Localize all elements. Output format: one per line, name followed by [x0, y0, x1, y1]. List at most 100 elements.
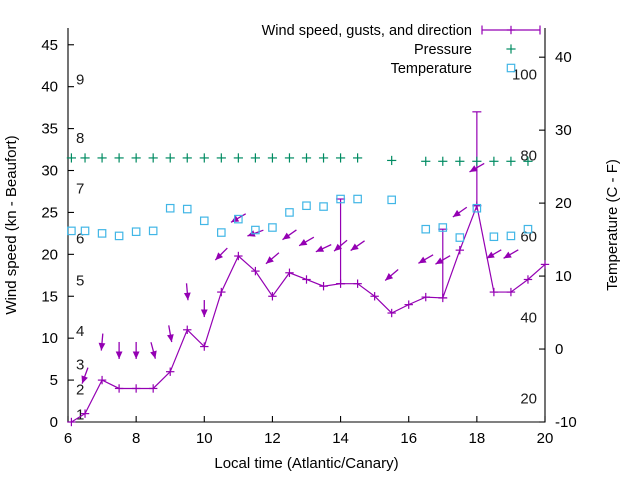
- temperature-point: [285, 208, 294, 217]
- pressure-point: [182, 153, 192, 163]
- temperature-point: [234, 214, 243, 224]
- direction-arrow: [350, 240, 365, 252]
- temperature-point: [251, 225, 260, 235]
- pressure-point: [284, 153, 295, 163]
- y2-tick-label: 0: [555, 341, 563, 358]
- temperature-point: [165, 203, 175, 213]
- x-tick-label: 20: [537, 430, 554, 447]
- direction-arrow: [183, 283, 191, 301]
- pressure-point: [335, 153, 346, 163]
- pressure-point: [148, 153, 158, 163]
- direction-arrow: [469, 162, 485, 173]
- series-layer: [66, 111, 550, 427]
- pressure-point: [233, 153, 243, 163]
- x-tick-label: 12: [264, 430, 281, 447]
- fahrenheit-label: 100: [512, 66, 537, 83]
- fahrenheit-label: 40: [520, 310, 537, 327]
- wind-point: [285, 268, 294, 277]
- x-tick-label: 10: [196, 430, 213, 447]
- x-tick-label: 8: [132, 430, 140, 447]
- direction-arrow: [503, 249, 519, 259]
- fahrenheit-label: 80: [520, 147, 537, 164]
- beaufort-label: 1: [76, 407, 84, 424]
- legend-layer: Wind speed, gusts, and direction Pressure…: [262, 23, 541, 77]
- x-tick-label: 14: [332, 430, 349, 447]
- direction-arrow: [200, 300, 208, 318]
- temperature-point: [506, 231, 516, 241]
- wind-point: [455, 245, 465, 255]
- wind-point: [217, 287, 226, 297]
- y-tick-label: 20: [41, 246, 58, 263]
- direction-arrow: [418, 254, 434, 264]
- y-tick-label: 10: [41, 330, 58, 347]
- y-tick-label: 15: [41, 288, 58, 305]
- wind-point: [200, 342, 209, 351]
- temperature-point: [131, 227, 141, 237]
- temperature-point: [438, 223, 448, 232]
- pressure-point: [301, 153, 312, 163]
- pressure-point: [353, 153, 363, 163]
- direction-arrow: [282, 229, 297, 241]
- x-axis-title: Local time (Atlantic/Canary): [214, 455, 398, 472]
- wind-speed-line: [71, 203, 546, 423]
- pressure-point: [80, 153, 90, 163]
- pressure-point: [250, 153, 260, 163]
- y-axis-title: Wind speed (kn - Beaufort): [3, 135, 20, 314]
- y2-tick-label: 20: [555, 195, 572, 212]
- direction-arrow: [333, 239, 348, 252]
- pressure-point: [438, 156, 448, 166]
- beaufort-label: 8: [76, 130, 84, 147]
- wind-point: [268, 292, 277, 301]
- gust-bars: [336, 111, 482, 299]
- wind-point: [421, 292, 430, 302]
- y-tick-label: 35: [41, 121, 58, 138]
- wind-point: [183, 325, 192, 334]
- pressure-point: [66, 153, 77, 163]
- direction-arrow: [452, 206, 468, 218]
- direction-arrow: [265, 252, 280, 265]
- direction-arrow: [150, 342, 157, 359]
- wind-point: [166, 367, 175, 376]
- wind-point: [80, 409, 90, 418]
- pressure-point: [165, 153, 175, 163]
- y-tick-label: 30: [41, 163, 58, 180]
- wind-point: [489, 287, 499, 297]
- y-tick-label: 5: [50, 372, 58, 389]
- beaufort-label: 9: [76, 71, 84, 88]
- temperature-point: [336, 194, 345, 204]
- temperature-point: [97, 229, 107, 238]
- temperature-point: [217, 228, 226, 237]
- pressure-point: [421, 156, 431, 166]
- beaufort-label: 7: [76, 180, 84, 197]
- fahrenheit-label: 60: [520, 229, 537, 246]
- legend-key-wind: [481, 25, 541, 35]
- temperature-point: [472, 203, 482, 213]
- wind-point: [540, 260, 550, 269]
- pressure-point: [489, 156, 499, 166]
- temperature-point: [67, 226, 76, 236]
- beaufort-label: 3: [76, 356, 84, 373]
- legend-label-1: Pressure: [414, 42, 472, 58]
- legend-key-pressure: [506, 44, 516, 54]
- wind-point: [353, 279, 362, 288]
- temperature-point: [199, 216, 209, 226]
- direction-arrow: [115, 341, 123, 359]
- beaufort-label: 5: [76, 272, 84, 289]
- pressure-point: [216, 153, 226, 163]
- wind-point: [67, 417, 76, 427]
- wind-point: [404, 300, 413, 309]
- temperature-point: [182, 204, 192, 214]
- direction-arrow: [486, 249, 502, 259]
- wind-point: [114, 384, 124, 393]
- direction-arrow: [435, 255, 451, 265]
- wind-point: [302, 275, 311, 284]
- direction-arrow: [214, 247, 228, 261]
- legend-label-0: Wind speed, gusts, and direction: [262, 23, 472, 39]
- wind-point: [506, 287, 516, 297]
- wind-point: [523, 275, 533, 284]
- temperature-point: [302, 201, 311, 211]
- y2-tick-label: 10: [555, 268, 572, 285]
